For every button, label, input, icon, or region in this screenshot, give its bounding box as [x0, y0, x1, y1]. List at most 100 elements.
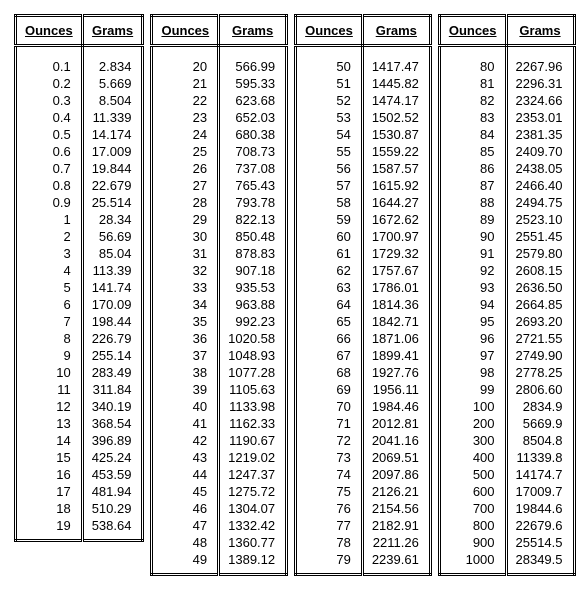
table-row: 752126.21	[296, 483, 431, 500]
table-row: 90025514.5	[439, 534, 574, 551]
cell-grams: 1332.42	[219, 517, 287, 534]
table-row: 17481.94	[16, 483, 143, 500]
cell-grams: 1389.12	[219, 551, 287, 575]
cell-grams: 2523.10	[506, 211, 574, 228]
table-row: 29822.13	[152, 211, 287, 228]
cell-grams: 1190.67	[219, 432, 287, 449]
table-row: 892523.10	[439, 211, 574, 228]
table-row: 641814.36	[296, 296, 431, 313]
cell-ounces: 98	[439, 364, 506, 381]
cell-grams: 1304.07	[219, 500, 287, 517]
cell-ounces: 62	[296, 262, 363, 279]
cell-grams: 992.23	[219, 313, 287, 330]
cell-ounces: 81	[439, 75, 506, 92]
cell-ounces: 60	[296, 228, 363, 245]
cell-ounces: 22	[152, 92, 219, 109]
cell-ounces: 32	[152, 262, 219, 279]
cell-ounces: 46	[152, 500, 219, 517]
cell-ounces: 0.7	[16, 160, 83, 177]
cell-ounces: 72	[296, 432, 363, 449]
cell-ounces: 92	[439, 262, 506, 279]
cell-grams: 481.94	[82, 483, 143, 500]
cell-grams: 708.73	[219, 143, 287, 160]
cell-grams: 566.99	[219, 46, 287, 76]
cell-grams: 822.13	[219, 211, 287, 228]
cell-ounces: 97	[439, 347, 506, 364]
cell-grams: 170.09	[82, 296, 143, 313]
cell-ounces: 66	[296, 330, 363, 347]
cell-grams: 1133.98	[219, 398, 287, 415]
cell-grams: 2579.80	[506, 245, 574, 262]
cell-ounces: 900	[439, 534, 506, 551]
cell-ounces: 85	[439, 143, 506, 160]
table-row: 70019844.6	[439, 500, 574, 517]
cell-grams: 19844.6	[506, 500, 574, 517]
cell-grams: 1275.72	[219, 483, 287, 500]
table-row: 491389.12	[152, 551, 287, 575]
table-row: 762154.56	[296, 500, 431, 517]
table-row: 571615.92	[296, 177, 431, 194]
cell-grams: 1587.57	[362, 160, 430, 177]
cell-ounces: 16	[16, 466, 83, 483]
cell-grams: 1360.77	[219, 534, 287, 551]
cell-grams: 1956.11	[362, 381, 430, 398]
table-row: 782211.26	[296, 534, 431, 551]
table-row: 621757.67	[296, 262, 431, 279]
cell-ounces: 0.5	[16, 126, 83, 143]
cell-grams: 1871.06	[362, 330, 430, 347]
cell-grams: 14174.7	[506, 466, 574, 483]
table-row: 541530.87	[296, 126, 431, 143]
table-row: 401133.98	[152, 398, 287, 415]
table-row: 0.617.009	[16, 143, 143, 160]
table-row: 501417.47	[296, 46, 431, 76]
cell-ounces: 79	[296, 551, 363, 575]
cell-grams: 226.79	[82, 330, 143, 347]
cell-grams: 11.339	[82, 109, 143, 126]
cell-grams: 1219.02	[219, 449, 287, 466]
cell-grams: 1162.33	[219, 415, 287, 432]
col-ounces-header: Ounces	[296, 16, 363, 46]
cell-ounces: 500	[439, 466, 506, 483]
cell-grams: 1700.97	[362, 228, 430, 245]
cell-grams: 2381.35	[506, 126, 574, 143]
cell-grams: 793.78	[219, 194, 287, 211]
cell-ounces: 89	[439, 211, 506, 228]
cell-grams: 141.74	[82, 279, 143, 296]
cell-grams: 1020.58	[219, 330, 287, 347]
cell-grams: 1247.37	[219, 466, 287, 483]
table-row: 100028349.5	[439, 551, 574, 575]
cell-ounces: 44	[152, 466, 219, 483]
cell-grams: 2438.05	[506, 160, 574, 177]
table-row: 411162.33	[152, 415, 287, 432]
cell-grams: 1048.93	[219, 347, 287, 364]
conversion-table-1: Ounces Grams 0.12.8340.25.6690.38.5040.4…	[14, 14, 144, 542]
cell-grams: 2182.91	[362, 517, 430, 534]
cell-ounces: 28	[152, 194, 219, 211]
table-row: 0.12.834	[16, 46, 143, 76]
table-row: 30850.48	[152, 228, 287, 245]
table-row: 882494.75	[439, 194, 574, 211]
cell-ounces: 88	[439, 194, 506, 211]
cell-grams: 595.33	[219, 75, 287, 92]
table-row: 922608.15	[439, 262, 574, 279]
cell-ounces: 17	[16, 483, 83, 500]
conversion-tables-wrap: Ounces Grams 0.12.8340.25.6690.38.5040.4…	[14, 14, 566, 576]
cell-ounces: 34	[152, 296, 219, 313]
cell-ounces: 61	[296, 245, 363, 262]
cell-ounces: 51	[296, 75, 363, 92]
cell-grams: 1814.36	[362, 296, 430, 313]
table-row: 551559.22	[296, 143, 431, 160]
table-row: 591672.62	[296, 211, 431, 228]
cell-grams: 198.44	[82, 313, 143, 330]
cell-ounces: 86	[439, 160, 506, 177]
cell-grams: 2267.96	[506, 46, 574, 76]
col-ounces-header: Ounces	[439, 16, 506, 46]
table-row: 651842.71	[296, 313, 431, 330]
cell-grams: 311.84	[82, 381, 143, 398]
cell-grams: 1530.87	[362, 126, 430, 143]
cell-grams: 1615.92	[362, 177, 430, 194]
table-row: 0.411.339	[16, 109, 143, 126]
table-row: 942664.85	[439, 296, 574, 313]
table-row: 381077.28	[152, 364, 287, 381]
cell-grams: 2834.9	[506, 398, 574, 415]
